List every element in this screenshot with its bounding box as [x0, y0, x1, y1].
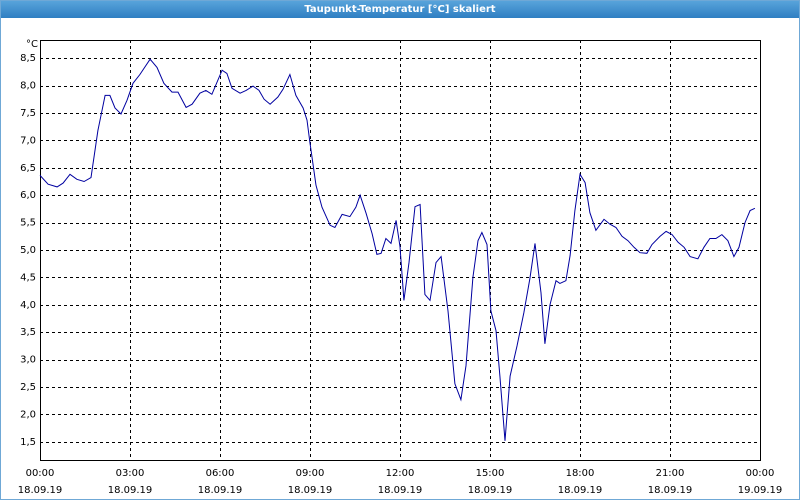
x-tick-label: 09:00 — [296, 468, 325, 479]
y-tick-label: 7,0 — [20, 135, 36, 146]
x-date-label: 18.09.19 — [198, 485, 243, 496]
y-tick-label: 2,0 — [20, 409, 36, 420]
title-bar — [0, 0, 800, 18]
y-tick-label: 2,5 — [20, 382, 36, 393]
chart-title: Taupunkt-Temperatur [°C] skaliert — [304, 4, 495, 15]
x-date-label: 18.09.19 — [648, 485, 693, 496]
x-tick-label: 00:00 — [746, 468, 775, 479]
y-tick-label: 6,5 — [20, 163, 36, 174]
y-tick-label: 6,0 — [20, 190, 36, 201]
y-tick-label: 7,5 — [20, 108, 36, 119]
y-tick-label: 8,0 — [20, 81, 36, 92]
x-date-label: 18.09.19 — [108, 485, 153, 496]
x-date-label: 18.09.19 — [18, 485, 63, 496]
x-tick-label: 03:00 — [116, 468, 145, 479]
x-date-label: 18.09.19 — [558, 485, 603, 496]
y-tick-label: 8,5 — [20, 53, 36, 64]
x-date-label: 18.09.19 — [378, 485, 423, 496]
x-date-label: 18.09.19 — [468, 485, 513, 496]
y-tick-label: 5,0 — [20, 245, 36, 256]
y-tick-label: 3,5 — [20, 327, 36, 338]
x-tick-label: 15:00 — [476, 468, 505, 479]
x-tick-label: 00:00 — [26, 468, 55, 479]
x-tick-label: 21:00 — [656, 468, 685, 479]
x-date-label: 19.09.19 — [738, 485, 783, 496]
y-unit: °C — [26, 39, 38, 50]
y-tick-label: 4,0 — [20, 300, 36, 311]
x-tick-label: 06:00 — [206, 468, 235, 479]
x-date-label: 18.09.19 — [288, 485, 333, 496]
y-tick-label: 4,5 — [20, 272, 36, 283]
y-tick-label: 3,0 — [20, 355, 36, 366]
x-tick-label: 12:00 — [386, 468, 415, 479]
x-tick-label: 18:00 — [566, 468, 595, 479]
data-line — [39, 58, 756, 441]
y-tick-label: 5,5 — [20, 218, 36, 229]
y-tick-label: 1,5 — [20, 437, 36, 448]
